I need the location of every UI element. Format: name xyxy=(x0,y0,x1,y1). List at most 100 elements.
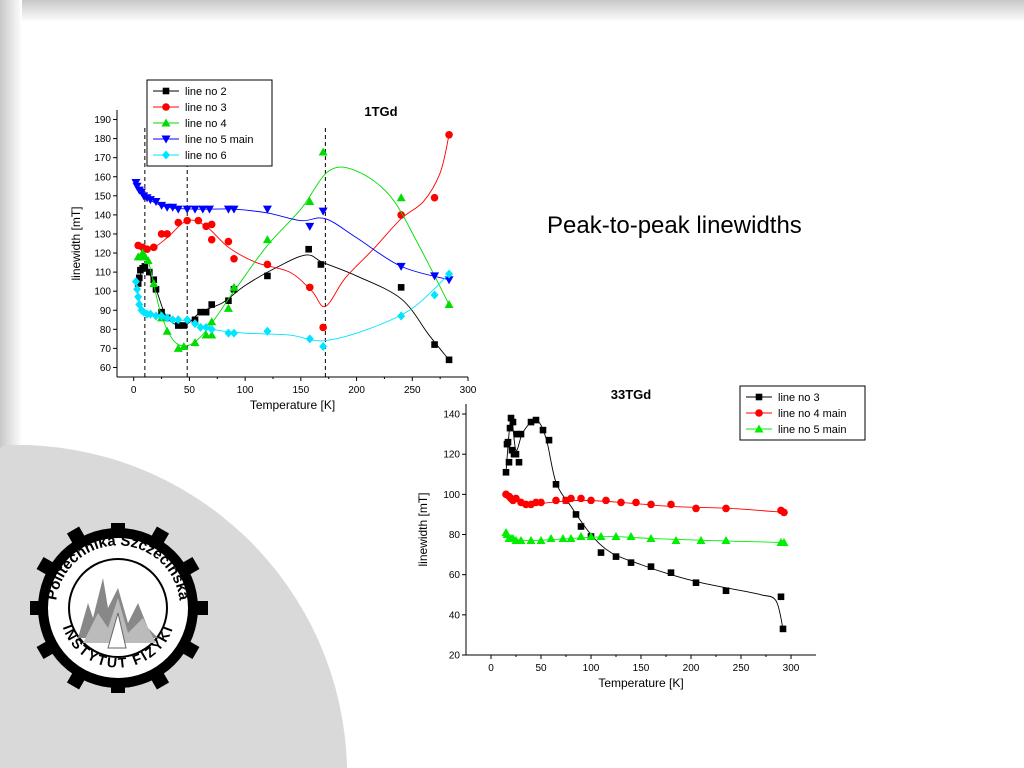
y-tick-label: 120 xyxy=(94,249,111,260)
data-point xyxy=(597,549,605,556)
data-point xyxy=(305,197,315,206)
legend-label: line no 2 xyxy=(185,86,227,98)
y-axis-label: linewidth [mT] xyxy=(416,492,430,566)
data-point xyxy=(430,272,440,281)
series-line-no-4-main xyxy=(502,490,788,517)
data-point xyxy=(157,230,166,238)
data-point xyxy=(508,446,516,454)
data-point xyxy=(527,418,535,426)
y-axis-label: linewidth [mT] xyxy=(69,206,83,280)
data-point xyxy=(526,536,536,545)
data-point xyxy=(162,326,172,335)
data-point xyxy=(445,130,453,139)
data-point xyxy=(207,317,217,326)
legend-marker xyxy=(161,135,171,144)
data-point xyxy=(431,341,438,348)
data-point xyxy=(587,496,595,505)
series-line-no-3 xyxy=(502,414,787,633)
data-point xyxy=(504,438,512,446)
x-tick-label: 100 xyxy=(237,385,254,396)
data-point xyxy=(545,436,553,444)
legend-marker xyxy=(755,393,763,401)
data-point xyxy=(194,216,203,225)
data-point xyxy=(502,468,510,476)
data-point xyxy=(537,498,545,507)
data-point xyxy=(225,297,232,305)
y-tick-label: 190 xyxy=(94,115,111,126)
data-point xyxy=(696,536,706,545)
data-point xyxy=(152,311,160,321)
data-point xyxy=(552,496,560,505)
data-point xyxy=(507,414,515,422)
data-point xyxy=(516,536,526,545)
data-point xyxy=(602,496,610,505)
data-point xyxy=(572,511,580,518)
legend-label: line no 5 main xyxy=(778,424,847,436)
series-line xyxy=(137,254,450,361)
data-point xyxy=(262,235,272,244)
y-tick-label: 60 xyxy=(449,570,461,581)
data-point xyxy=(397,211,405,219)
data-point xyxy=(174,218,183,227)
data-point xyxy=(207,235,216,244)
data-point xyxy=(626,532,636,541)
data-point xyxy=(149,279,159,288)
data-point xyxy=(396,262,406,271)
data-point xyxy=(512,450,520,458)
data-point xyxy=(632,498,640,507)
legend-marker xyxy=(162,87,170,95)
data-point xyxy=(305,222,315,231)
data-point xyxy=(577,523,585,530)
data-point xyxy=(396,193,406,202)
x-tick-label: 300 xyxy=(783,663,800,674)
data-point xyxy=(207,330,217,339)
data-point xyxy=(509,418,517,426)
data-point xyxy=(513,430,521,438)
data-point xyxy=(179,341,189,350)
data-point xyxy=(567,494,575,503)
data-point xyxy=(141,263,149,270)
data-point xyxy=(196,322,205,332)
data-point xyxy=(692,579,700,587)
series-line-no-3 xyxy=(134,130,453,332)
y-tick-label: 150 xyxy=(94,191,111,202)
x-tick-label: 200 xyxy=(348,385,365,396)
data-point xyxy=(576,532,586,541)
x-axis-label: Temperature [K] xyxy=(250,398,335,412)
y-tick-label: 70 xyxy=(100,344,112,355)
legend-marker xyxy=(755,409,763,417)
data-point xyxy=(318,147,328,156)
legend-marker xyxy=(754,424,764,433)
data-point xyxy=(224,237,233,246)
data-point xyxy=(190,205,200,214)
data-point xyxy=(190,338,200,347)
data-point xyxy=(152,285,160,293)
data-point xyxy=(174,315,183,325)
data-point xyxy=(230,328,238,338)
x-tick-label: 150 xyxy=(293,385,310,396)
y-tick-label: 130 xyxy=(94,229,111,240)
x-tick-label: 150 xyxy=(633,663,650,674)
data-point xyxy=(780,508,788,517)
data-point xyxy=(318,207,328,216)
data-point xyxy=(722,504,730,513)
legend-label: line no 6 xyxy=(185,150,227,162)
y-tick-label: 80 xyxy=(449,530,461,541)
data-point xyxy=(536,536,546,545)
data-point xyxy=(208,301,216,308)
data-point xyxy=(558,534,568,543)
data-point xyxy=(143,256,153,265)
data-point xyxy=(779,538,789,547)
data-point xyxy=(611,532,621,541)
series-line-no-5-main xyxy=(131,178,454,285)
y-tick-label: 110 xyxy=(95,268,111,279)
x-axis-label: Temperature [K] xyxy=(598,676,683,690)
data-point xyxy=(207,324,216,334)
data-point xyxy=(505,458,513,466)
data-point xyxy=(207,220,216,229)
legend: line no 2 line no 3 line no 4 line no 5 mai… xyxy=(146,79,273,167)
data-point xyxy=(612,553,620,560)
chart-title: 1TGd xyxy=(364,104,397,119)
x-tick-label: 0 xyxy=(488,663,494,674)
y-tick-label: 20 xyxy=(449,651,461,662)
